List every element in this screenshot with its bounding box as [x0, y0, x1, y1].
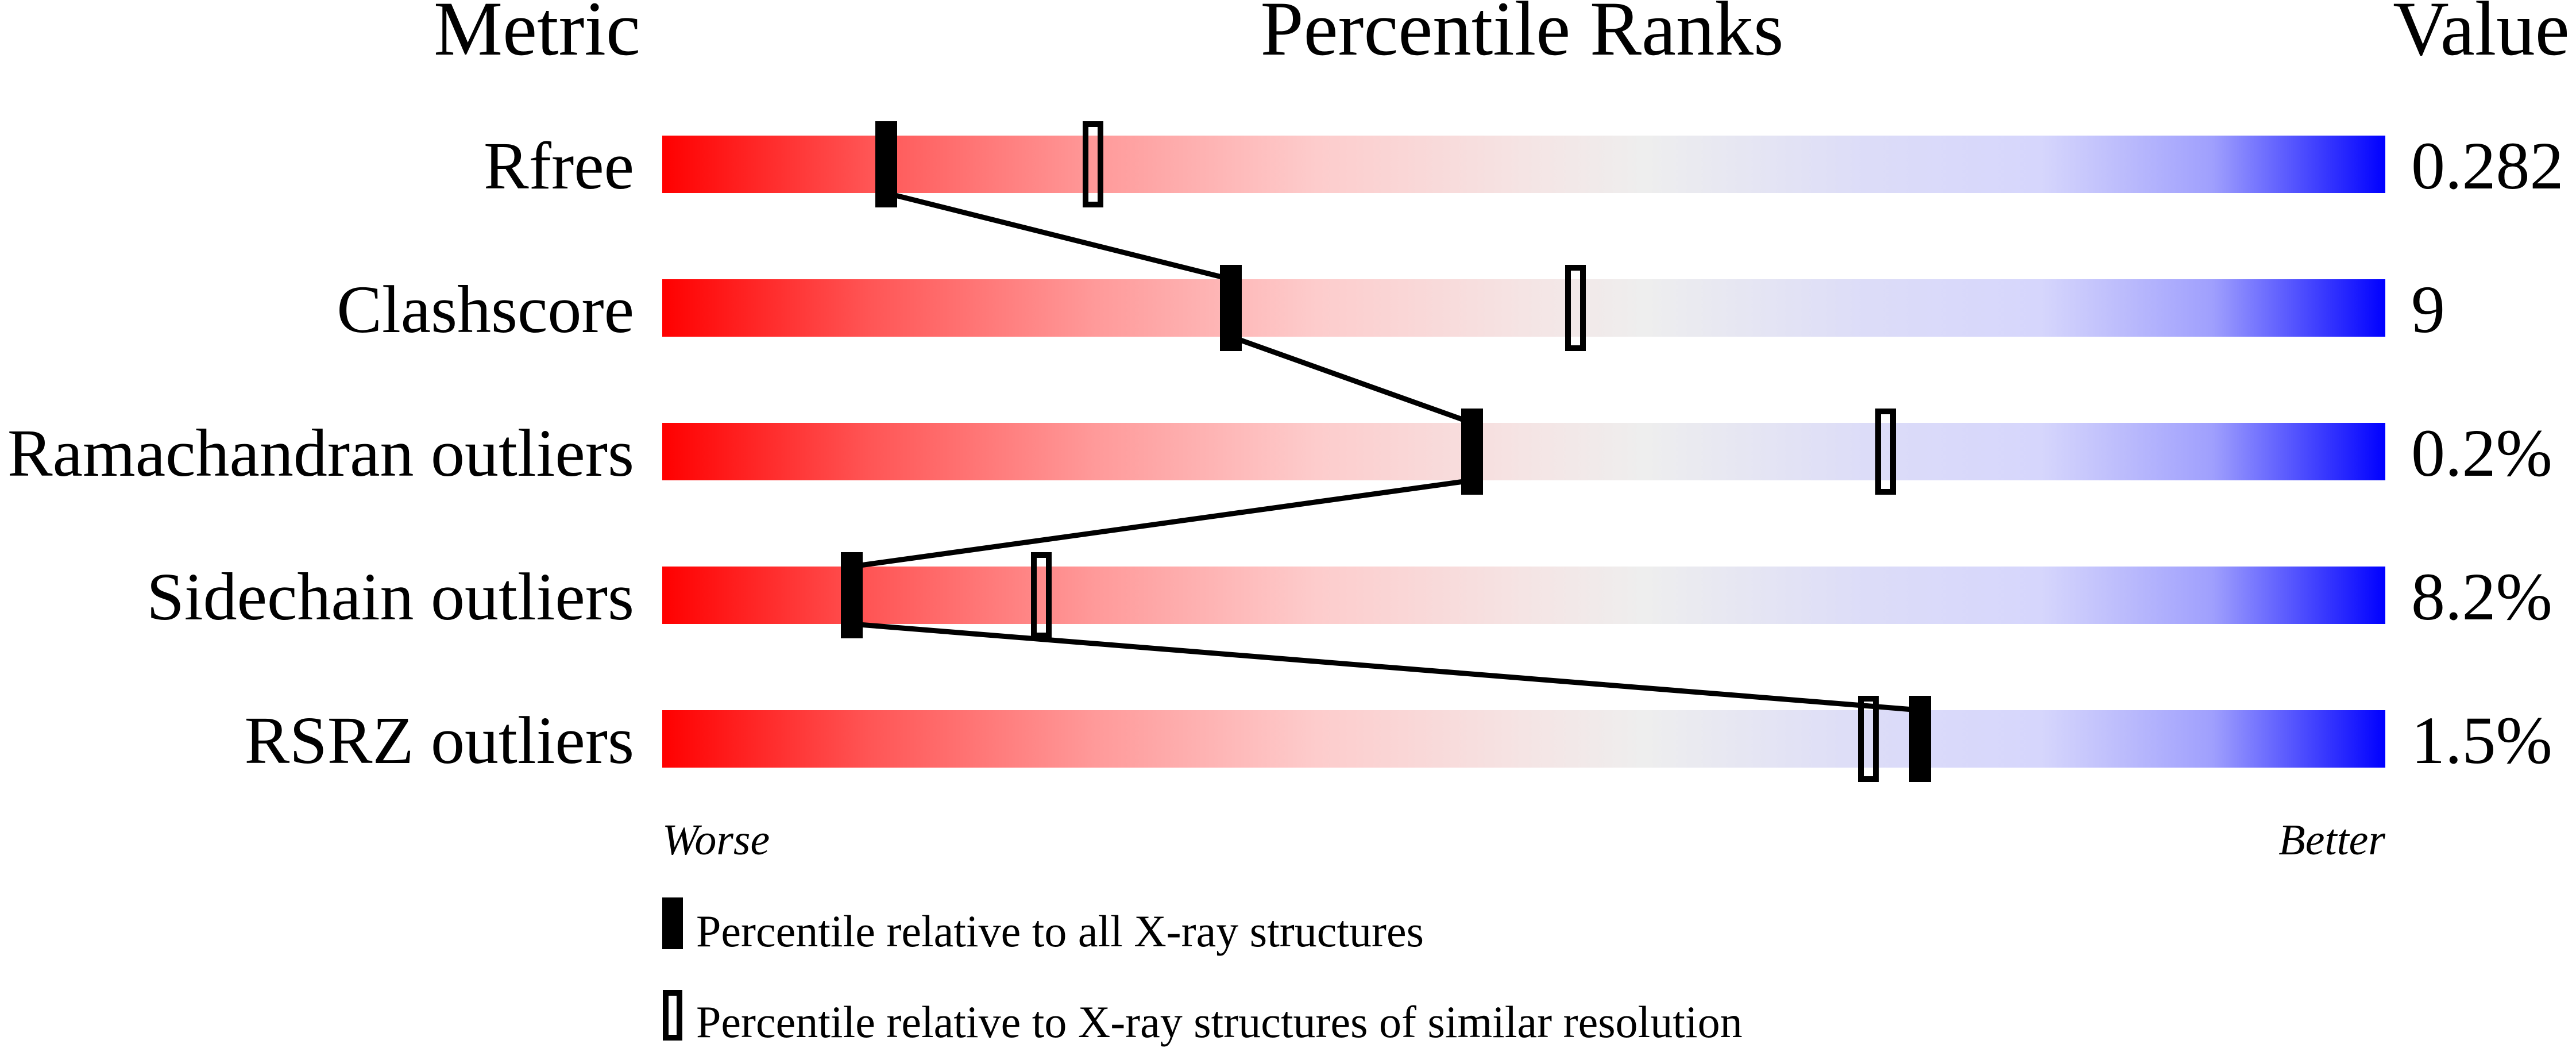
percentile-bar — [662, 423, 2385, 480]
marker-similar-resolution — [1858, 696, 1879, 782]
marker-similar-resolution — [1031, 552, 1052, 638]
metric-value: 1.5% — [2411, 703, 2552, 778]
header-value: Value — [2393, 0, 2569, 72]
connector-line — [885, 190, 1232, 282]
legend-open-marker-icon — [663, 990, 682, 1041]
marker-similar-resolution — [1083, 121, 1103, 207]
metric-value: 0.2% — [2411, 415, 2552, 491]
worse-label: Worse — [662, 816, 770, 864]
metric-value: 0.282 — [2411, 128, 2564, 203]
legend-open-label: Percentile relative to X-ray structures … — [696, 997, 1743, 1047]
metric-label: Ramachandran outliers — [7, 415, 634, 491]
marker-similar-resolution — [1565, 265, 1586, 351]
header-percentile-ranks: Percentile Ranks — [1261, 0, 1784, 72]
percentile-bar — [662, 567, 2385, 624]
header-metric: Metric — [434, 0, 640, 72]
marker-similar-resolution — [1875, 409, 1896, 495]
percentile-bar — [662, 136, 2385, 193]
metric-label: RSRZ outliers — [244, 703, 634, 778]
better-label: Better — [2278, 816, 2385, 864]
connector-line — [1230, 334, 1473, 426]
legend-filled-label: Percentile relative to all X-ray structu… — [696, 906, 1424, 956]
connector-line — [851, 621, 1921, 713]
metric-label: Rfree — [484, 128, 634, 203]
metric-label: Clashscore — [337, 272, 634, 347]
metric-value: 8.2% — [2411, 559, 2552, 634]
connector-line — [851, 477, 1473, 569]
legend-filled-marker-icon — [662, 897, 683, 949]
percentile-bar — [662, 710, 2385, 768]
metric-value: 9 — [2411, 272, 2445, 347]
connector-lines — [851, 190, 1921, 713]
metric-label: Sidechain outliers — [146, 559, 634, 634]
percentile-bar — [662, 279, 2385, 337]
